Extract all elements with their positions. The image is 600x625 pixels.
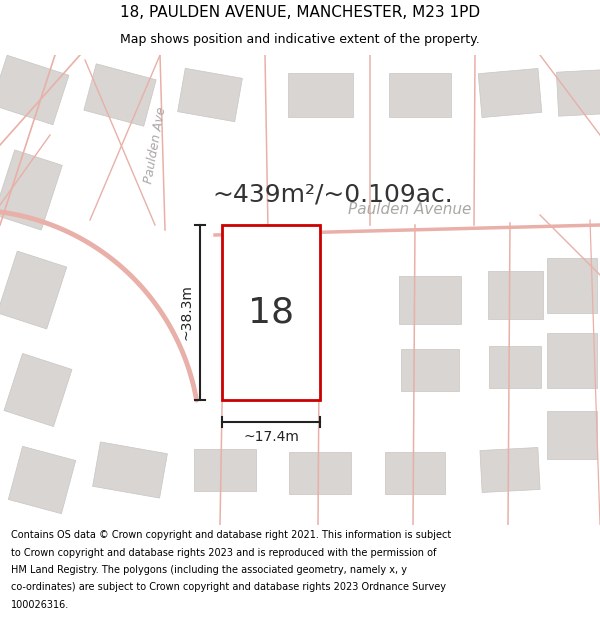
Bar xyxy=(399,276,461,324)
Bar xyxy=(194,449,256,491)
Bar xyxy=(389,73,451,117)
Bar xyxy=(547,258,597,312)
Bar xyxy=(478,69,542,118)
Bar xyxy=(92,442,167,498)
Bar xyxy=(0,55,69,125)
Bar xyxy=(547,411,597,459)
Text: ~439m²/~0.109ac.: ~439m²/~0.109ac. xyxy=(212,183,453,207)
Bar xyxy=(8,446,76,514)
Bar xyxy=(480,448,540,493)
Text: Map shows position and indicative extent of the property.: Map shows position and indicative extent… xyxy=(120,33,480,46)
Text: ~38.3m: ~38.3m xyxy=(180,284,194,341)
Bar xyxy=(489,346,541,388)
Text: to Crown copyright and database rights 2023 and is reproduced with the permissio: to Crown copyright and database rights 2… xyxy=(11,548,436,558)
Bar xyxy=(401,349,459,391)
Bar xyxy=(0,251,67,329)
Bar xyxy=(178,68,242,122)
Text: Paulden Ave: Paulden Ave xyxy=(142,106,168,184)
Bar xyxy=(4,353,72,427)
Text: Contains OS data © Crown copyright and database right 2021. This information is : Contains OS data © Crown copyright and d… xyxy=(11,530,451,540)
Text: HM Land Registry. The polygons (including the associated geometry, namely x, y: HM Land Registry. The polygons (includin… xyxy=(11,565,407,575)
Bar xyxy=(222,225,320,400)
Text: 100026316.: 100026316. xyxy=(11,600,69,610)
Text: co-ordinates) are subject to Crown copyright and database rights 2023 Ordnance S: co-ordinates) are subject to Crown copyr… xyxy=(11,582,446,592)
Bar xyxy=(84,64,156,126)
Bar xyxy=(289,452,351,494)
Bar xyxy=(547,332,597,388)
Bar xyxy=(385,452,445,494)
Bar xyxy=(487,271,542,319)
Text: ~17.4m: ~17.4m xyxy=(243,430,299,444)
Text: Paulden Avenue: Paulden Avenue xyxy=(349,202,472,217)
Text: 18, PAULDEN AVENUE, MANCHESTER, M23 1PD: 18, PAULDEN AVENUE, MANCHESTER, M23 1PD xyxy=(120,4,480,19)
Bar xyxy=(0,150,62,230)
Bar xyxy=(287,73,353,117)
Text: 18: 18 xyxy=(248,296,294,329)
Bar xyxy=(556,70,600,116)
